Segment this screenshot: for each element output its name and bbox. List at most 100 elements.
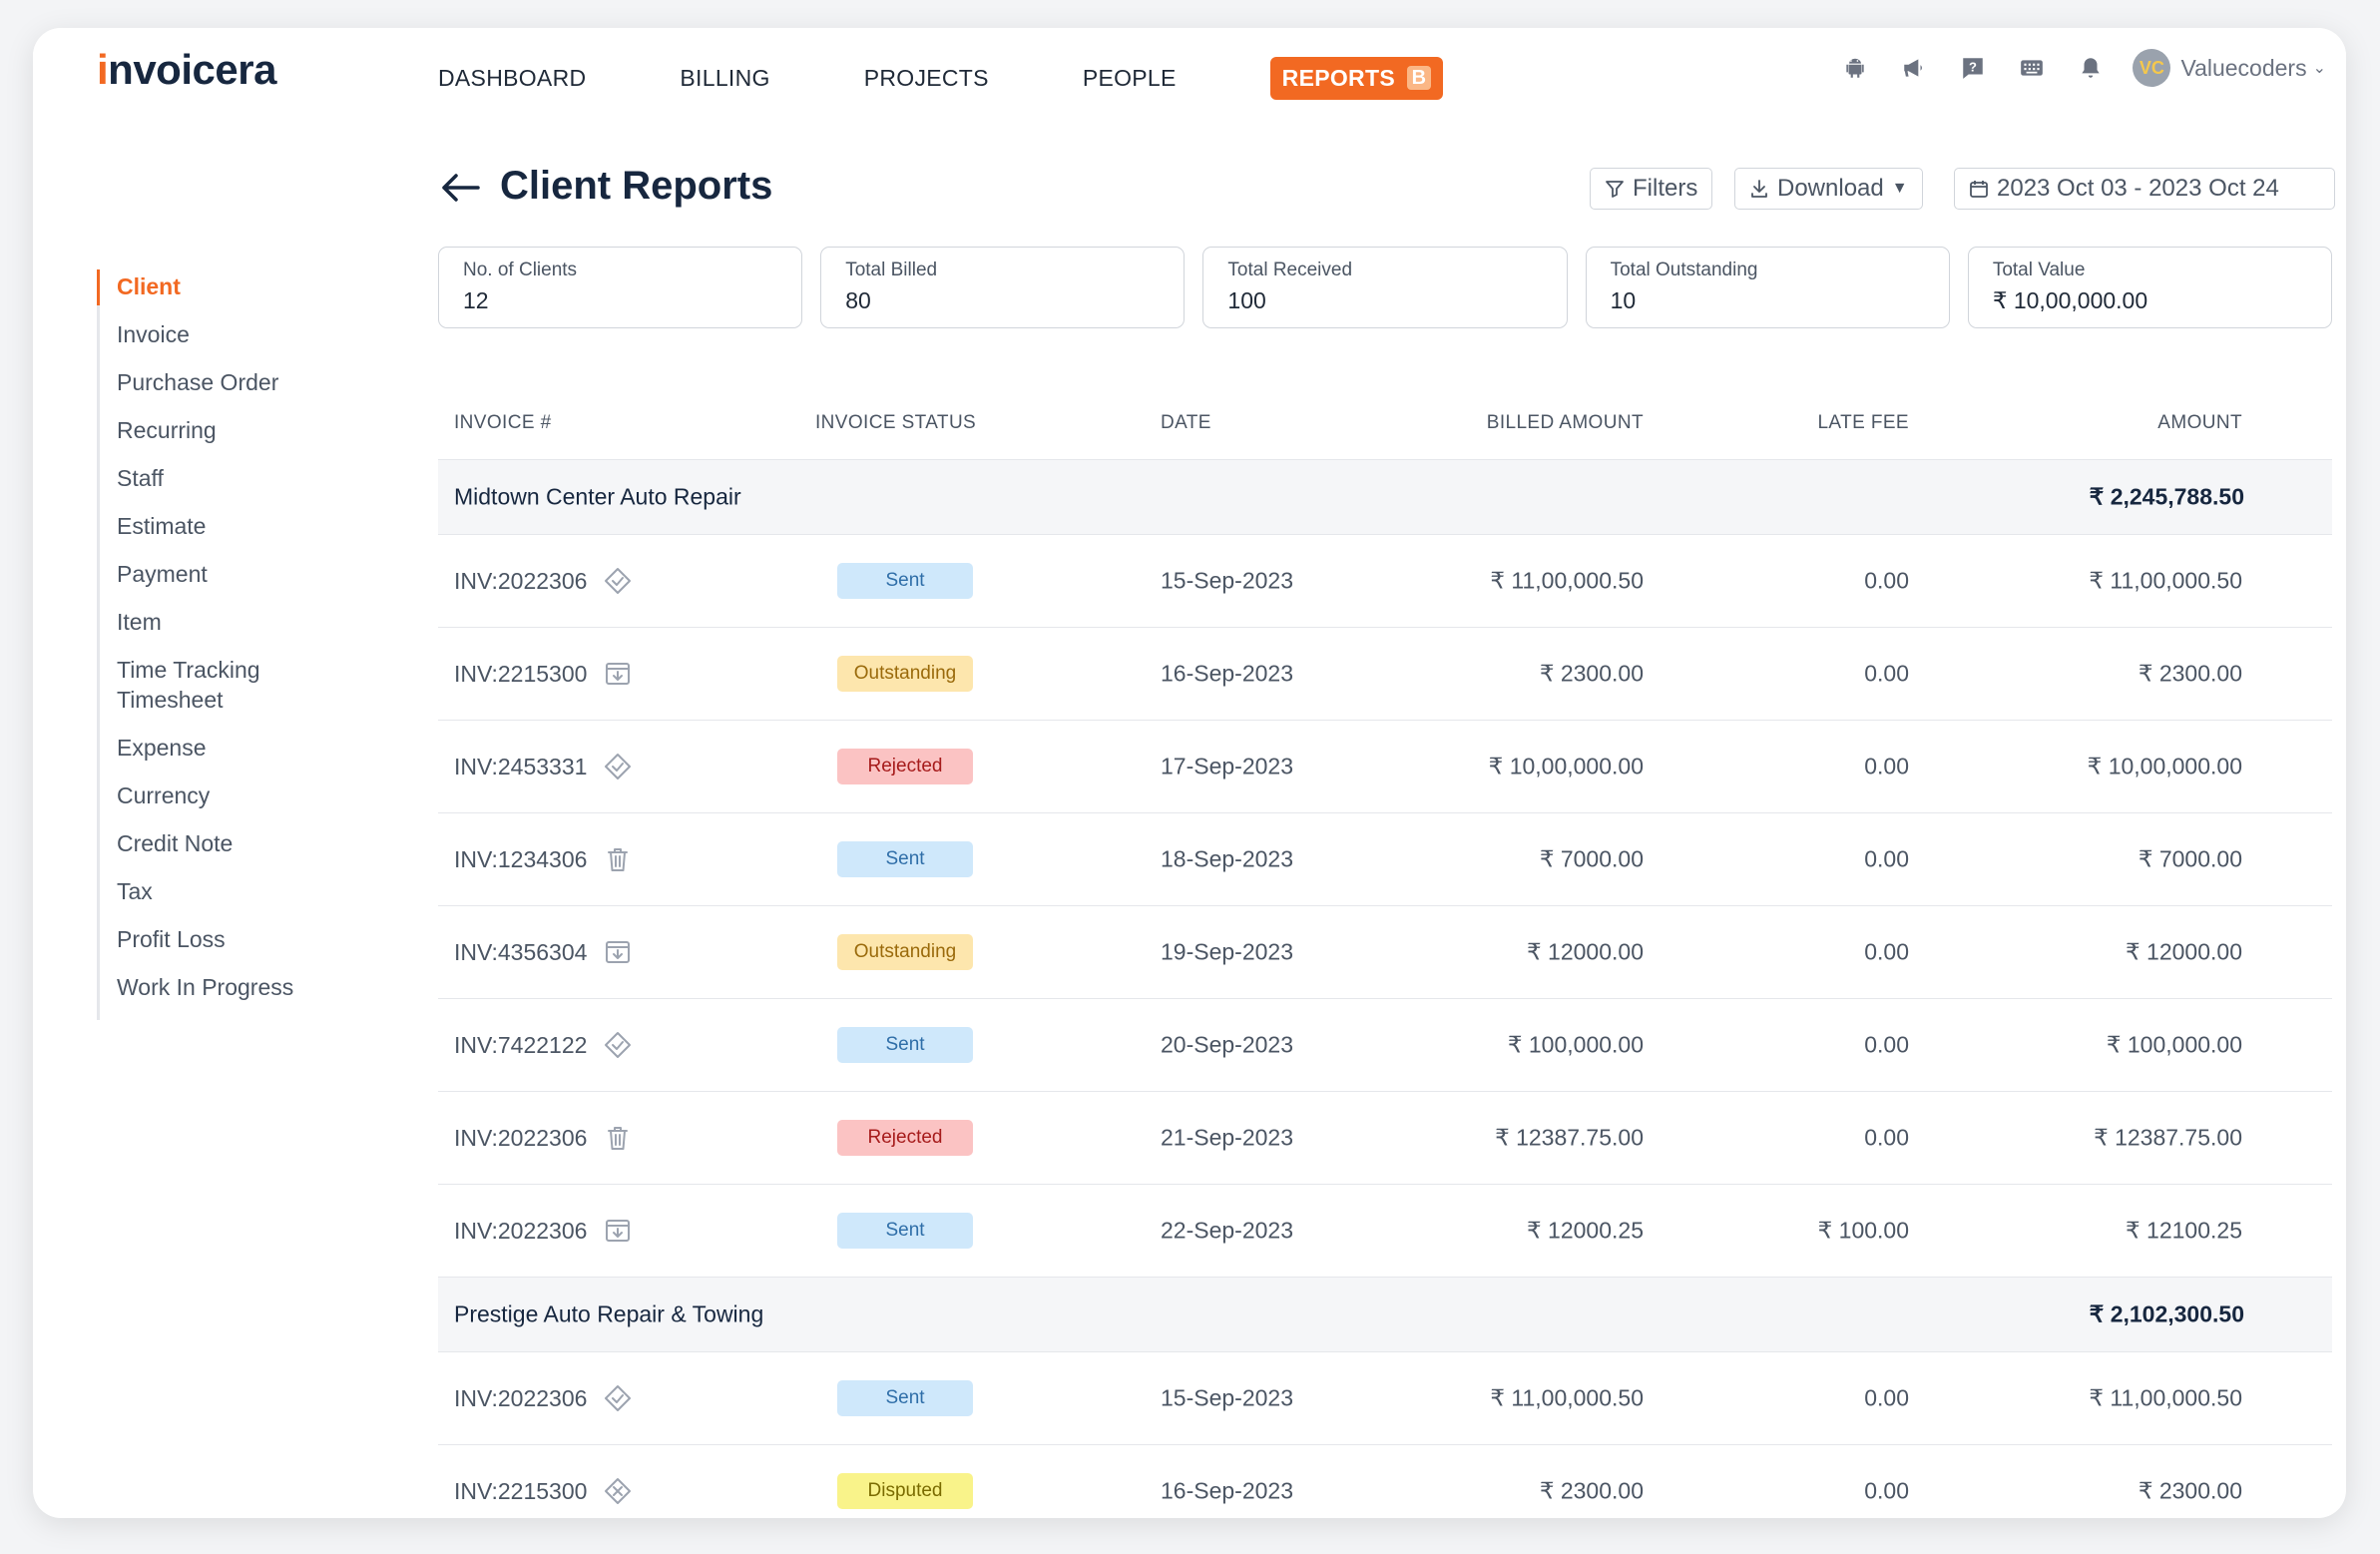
- invoice-number[interactable]: INV:1234306: [454, 845, 588, 872]
- invoice-number[interactable]: INV:7422122: [454, 1031, 588, 1058]
- invoice-number[interactable]: INV:2453331: [454, 753, 588, 779]
- stat-clients: No. of Clients 12: [438, 247, 803, 328]
- status-badge: Rejected: [837, 749, 973, 784]
- invoice-cell: INV:2022306: [454, 1383, 633, 1413]
- date-cell: 22-Sep-2023: [1161, 1217, 1293, 1244]
- archive-download-icon[interactable]: [603, 659, 633, 689]
- stat-label: Total Outstanding: [1610, 259, 1758, 280]
- status-badge: Sent: [837, 563, 973, 599]
- invoice-cell: INV:2022306: [454, 1123, 633, 1153]
- date-range-picker[interactable]: 2023 Oct 03 - 2023 Oct 24: [1954, 168, 2335, 210]
- table-row[interactable]: INV:2022306 Sent 15-Sep-2023 ₹ 11,00,000.50…: [438, 1352, 2332, 1445]
- sidebar-item-tax[interactable]: Tax: [117, 878, 153, 904]
- sidebar-item-purchase-order[interactable]: Purchase Order: [117, 369, 279, 395]
- late-fee-cell: ₹ 100.00: [1817, 1217, 1909, 1244]
- user-menu[interactable]: VC Valuecoders ⌄: [2133, 49, 2326, 87]
- sidebar-item-item[interactable]: Item: [117, 609, 162, 635]
- status-badge: Sent: [837, 1380, 973, 1416]
- client-group-row[interactable]: Prestige Auto Repair & Towing ₹ 2,102,300…: [438, 1278, 2332, 1352]
- sidebar-item-expense[interactable]: Expense: [117, 735, 207, 761]
- col-invoice[interactable]: INVOICE #: [454, 412, 552, 433]
- late-fee-cell: 0.00: [1864, 1031, 1909, 1058]
- notification-bell-icon[interactable]: [2071, 48, 2111, 88]
- nav-billing[interactable]: BILLING: [680, 64, 770, 91]
- late-fee-cell: 0.00: [1864, 1384, 1909, 1411]
- sidebar-item-recurring[interactable]: Recurring: [117, 417, 217, 443]
- sidebar-item-payment[interactable]: Payment: [117, 561, 208, 587]
- nav-people[interactable]: PEOPLE: [1082, 64, 1177, 91]
- sidebar-item-staff[interactable]: Staff: [117, 465, 164, 491]
- stat-value: 80: [845, 287, 871, 313]
- sidebar-item-invoice[interactable]: Invoice: [117, 321, 190, 347]
- stat-total-value: Total Value ₹ 10,00,000.00: [1967, 247, 2333, 328]
- stat-value: ₹ 10,00,000.00: [1992, 287, 2148, 313]
- android-icon[interactable]: [1835, 48, 1875, 88]
- filters-button[interactable]: Filters: [1590, 168, 1713, 210]
- table-row[interactable]: INV:1234306 Sent 18-Sep-2023 ₹ 7000.00 0.00 ₹…: [438, 813, 2332, 906]
- trash-icon[interactable]: [603, 1123, 633, 1153]
- invoice-number[interactable]: INV:4356304: [454, 938, 588, 965]
- amount-cell: ₹ 12000.00: [2126, 938, 2242, 965]
- amount-cell: ₹ 7000.00: [2138, 845, 2242, 872]
- invoice-number[interactable]: INV:2022306: [454, 1217, 588, 1244]
- late-fee-cell: 0.00: [1864, 1124, 1909, 1151]
- invoice-number[interactable]: INV:2022306: [454, 1384, 588, 1411]
- table-row[interactable]: INV:2022306 Sent 15-Sep-2023 ₹ 11,00,000.50…: [438, 535, 2332, 628]
- status-badge: Outstanding: [837, 934, 973, 970]
- table-row[interactable]: INV:2022306 Rejected 21-Sep-2023 ₹ 12387.75…: [438, 1092, 2332, 1185]
- keyboard-icon[interactable]: [2012, 48, 2052, 88]
- col-billed-amount[interactable]: BILLED AMOUNT: [1486, 412, 1644, 433]
- sidebar-item-profit-loss[interactable]: Profit Loss: [117, 926, 226, 952]
- sidebar-item-estimate[interactable]: Estimate: [117, 513, 207, 539]
- megaphone-icon[interactable]: [1894, 48, 1934, 88]
- table-row[interactable]: INV:2215300 Outstanding 16-Sep-2023 ₹ 2300.…: [438, 628, 2332, 721]
- col-invoice-status[interactable]: INVOICE STATUS: [815, 412, 977, 433]
- nav-reports[interactable]: REPORTS B: [1269, 56, 1443, 100]
- archive-download-icon[interactable]: [603, 1216, 633, 1246]
- help-icon[interactable]: ?: [1953, 48, 1993, 88]
- check-diamond-icon[interactable]: [603, 1030, 633, 1060]
- download-button[interactable]: Download ▼: [1734, 168, 1923, 210]
- invoice-cell: INV:4356304: [454, 937, 633, 967]
- col-amount[interactable]: AMOUNT: [2157, 412, 2242, 433]
- col-date[interactable]: DATE: [1161, 412, 1211, 433]
- brand-logo[interactable]: invoicera: [97, 46, 276, 93]
- sidebar-item-time-tracking[interactable]: Time Tracking Timesheet: [117, 657, 260, 713]
- nav-reports-badge: B: [1406, 66, 1431, 90]
- back-arrow-icon[interactable]: [438, 168, 482, 208]
- billed-amount-cell: ₹ 12000.00: [1527, 938, 1644, 965]
- col-late-fee[interactable]: LATE FEE: [1817, 412, 1909, 433]
- invoice-number[interactable]: INV:2215300: [454, 1477, 588, 1504]
- sidebar-item-credit-note[interactable]: Credit Note: [117, 830, 234, 856]
- date-cell: 19-Sep-2023: [1161, 938, 1293, 965]
- table-row[interactable]: INV:2453331 Rejected 17-Sep-2023 ₹ 10,00,00…: [438, 721, 2332, 813]
- date-cell: 21-Sep-2023: [1161, 1124, 1293, 1151]
- billed-amount-cell: ₹ 11,00,000.50: [1490, 567, 1644, 594]
- sidebar-item-work-in-progress[interactable]: Work In Progress: [117, 974, 294, 1000]
- archive-download-icon[interactable]: [603, 937, 633, 967]
- invoice-number[interactable]: INV:2215300: [454, 660, 588, 687]
- table-row[interactable]: INV:2215300 Disputed 16-Sep-2023 ₹ 2300.00 0…: [438, 1445, 2332, 1518]
- check-diamond-icon[interactable]: [603, 752, 633, 781]
- sidebar-item-client[interactable]: Client: [97, 269, 359, 305]
- nav-dashboard[interactable]: DASHBOARD: [438, 64, 587, 91]
- header-actions: ? VC Valuecoders ⌄: [1816, 48, 2326, 88]
- cancel-diamond-icon[interactable]: [603, 1476, 633, 1506]
- invoice-number[interactable]: INV:2022306: [454, 567, 588, 594]
- client-group-row[interactable]: Midtown Center Auto Repair ₹ 2,245,788.50: [438, 460, 2332, 535]
- amount-cell: ₹ 12387.75.00: [2094, 1124, 2242, 1151]
- check-diamond-icon[interactable]: [603, 566, 633, 596]
- stat-label: No. of Clients: [463, 259, 578, 280]
- status-badge: Sent: [837, 1213, 973, 1249]
- check-diamond-icon[interactable]: [603, 1383, 633, 1413]
- trash-icon[interactable]: [603, 844, 633, 874]
- invoice-number[interactable]: INV:2022306: [454, 1124, 588, 1151]
- date-cell: 16-Sep-2023: [1161, 660, 1293, 687]
- nav-projects[interactable]: PROJECTS: [863, 64, 989, 91]
- sidebar-item-currency[interactable]: Currency: [117, 782, 211, 808]
- table-row[interactable]: INV:4356304 Outstanding 19-Sep-2023 ₹ 12000…: [438, 906, 2332, 999]
- table-row[interactable]: INV:2022306 Sent 22-Sep-2023 ₹ 12000.25 ₹ 10…: [438, 1185, 2332, 1278]
- svg-text:?: ?: [1969, 59, 1977, 74]
- table-row[interactable]: INV:7422122 Sent 20-Sep-2023 ₹ 100,000.00 0.…: [438, 999, 2332, 1092]
- chevron-down-icon: ⌄: [2312, 60, 2326, 77]
